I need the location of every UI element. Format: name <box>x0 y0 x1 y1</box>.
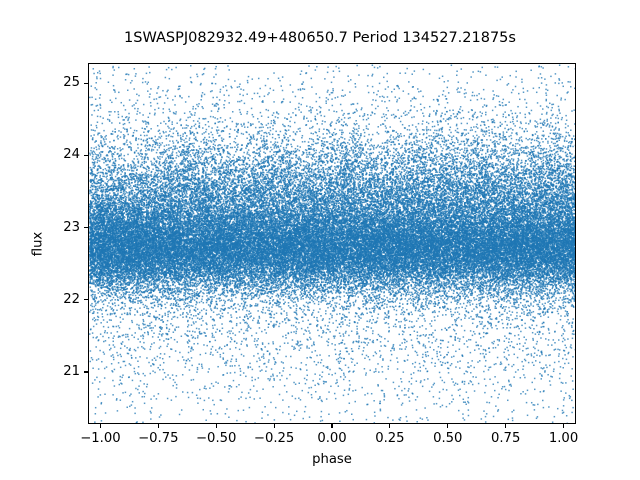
y-tick-label: 22 <box>63 291 80 307</box>
y-tick-label: 24 <box>63 147 80 163</box>
x-tick-label: −0.75 <box>138 431 179 446</box>
x-tick-mark <box>215 424 217 428</box>
y-axis-label-wrapper: flux <box>28 63 46 424</box>
x-tick-label: −1.00 <box>80 431 121 446</box>
y-tick-mark <box>84 371 88 373</box>
y-tick-label: 25 <box>63 75 80 91</box>
x-tick-mark <box>331 424 333 428</box>
plot-area <box>88 63 576 424</box>
x-tick-label: 0.25 <box>375 431 405 446</box>
y-tick-mark <box>84 154 88 156</box>
x-axis-label: phase <box>312 452 352 467</box>
x-tick-label: 0.00 <box>317 431 347 446</box>
x-tick-label: −0.25 <box>253 431 295 446</box>
x-tick-label: 0.75 <box>490 431 521 446</box>
y-tick-label: 21 <box>63 364 80 380</box>
y-tick-label: 23 <box>63 219 80 235</box>
x-tick-mark <box>447 424 449 428</box>
x-tick-mark <box>273 424 275 428</box>
x-tick-label: 0.50 <box>433 431 463 446</box>
y-tick-mark <box>84 299 88 301</box>
x-tick-mark <box>99 424 102 428</box>
page-title: 1SWASPJ082932.49+480650.7 Period 134527.… <box>124 30 516 46</box>
y-tick-mark <box>84 82 88 84</box>
x-tick-mark <box>389 424 391 428</box>
y-tick-mark <box>84 227 88 229</box>
scatter-points-layer <box>89 64 575 423</box>
x-tick-label: 1.00 <box>548 431 579 446</box>
x-tick-mark <box>562 424 565 428</box>
y-axis-label: flux <box>30 231 46 256</box>
x-tick-mark <box>157 424 159 428</box>
x-tick-label: −0.50 <box>196 431 237 446</box>
x-tick-mark <box>505 424 507 428</box>
